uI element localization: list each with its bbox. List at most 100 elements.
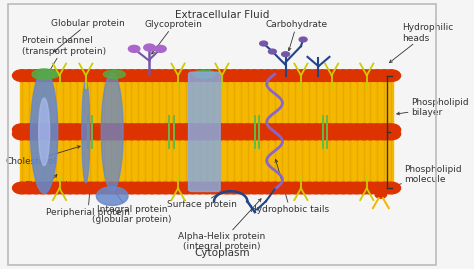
Circle shape: [245, 124, 264, 136]
Circle shape: [374, 182, 394, 194]
Circle shape: [190, 182, 210, 194]
Circle shape: [374, 128, 394, 140]
Circle shape: [320, 70, 339, 82]
Circle shape: [94, 70, 114, 82]
Circle shape: [190, 124, 210, 136]
Circle shape: [354, 128, 373, 140]
Circle shape: [306, 128, 326, 140]
Ellipse shape: [193, 70, 215, 78]
Circle shape: [279, 128, 298, 140]
Circle shape: [210, 128, 230, 140]
Circle shape: [313, 70, 332, 82]
Circle shape: [74, 182, 93, 194]
Circle shape: [54, 182, 73, 194]
Circle shape: [265, 182, 284, 194]
Circle shape: [258, 128, 278, 140]
Circle shape: [340, 70, 360, 82]
Circle shape: [354, 124, 373, 136]
Circle shape: [128, 182, 148, 194]
Circle shape: [115, 128, 134, 140]
Circle shape: [265, 70, 284, 82]
Text: Carbohydrate: Carbohydrate: [265, 20, 328, 51]
Circle shape: [183, 182, 202, 194]
Circle shape: [88, 124, 107, 136]
Circle shape: [381, 124, 401, 136]
Circle shape: [334, 124, 353, 136]
Circle shape: [183, 128, 202, 140]
Circle shape: [128, 70, 148, 82]
Circle shape: [197, 182, 216, 194]
Circle shape: [347, 124, 366, 136]
Circle shape: [224, 182, 244, 194]
Circle shape: [368, 70, 387, 82]
Circle shape: [156, 124, 175, 136]
Circle shape: [245, 128, 264, 140]
Circle shape: [74, 70, 93, 82]
Circle shape: [163, 128, 182, 140]
Circle shape: [74, 124, 93, 136]
Circle shape: [142, 182, 162, 194]
Circle shape: [252, 70, 271, 82]
Text: Cholesterol: Cholesterol: [5, 146, 80, 166]
Circle shape: [306, 70, 326, 82]
Circle shape: [67, 182, 86, 194]
Circle shape: [375, 191, 386, 198]
Circle shape: [149, 128, 168, 140]
Circle shape: [190, 70, 210, 82]
Circle shape: [170, 128, 189, 140]
Circle shape: [340, 128, 360, 140]
Circle shape: [122, 128, 141, 140]
Circle shape: [218, 70, 237, 82]
Circle shape: [101, 124, 120, 136]
Circle shape: [115, 70, 134, 82]
Ellipse shape: [39, 98, 50, 165]
Circle shape: [149, 70, 168, 82]
Circle shape: [155, 45, 166, 52]
Text: Glycoprotein: Glycoprotein: [145, 20, 202, 54]
Circle shape: [286, 182, 305, 194]
Circle shape: [320, 182, 339, 194]
Circle shape: [33, 182, 52, 194]
Circle shape: [252, 182, 271, 194]
Circle shape: [101, 182, 120, 194]
Circle shape: [156, 70, 175, 82]
Circle shape: [74, 128, 93, 140]
Circle shape: [142, 70, 162, 82]
Circle shape: [197, 128, 216, 140]
Circle shape: [268, 49, 276, 54]
Circle shape: [60, 124, 80, 136]
Circle shape: [60, 128, 80, 140]
Circle shape: [163, 124, 182, 136]
Circle shape: [368, 124, 387, 136]
Circle shape: [128, 128, 148, 140]
Circle shape: [108, 124, 128, 136]
Circle shape: [292, 124, 312, 136]
Circle shape: [136, 182, 155, 194]
Circle shape: [252, 124, 271, 136]
Circle shape: [33, 124, 52, 136]
Circle shape: [122, 70, 141, 82]
Circle shape: [170, 70, 189, 82]
Circle shape: [60, 70, 80, 82]
Circle shape: [67, 128, 86, 140]
Circle shape: [252, 128, 271, 140]
Circle shape: [94, 124, 114, 136]
Circle shape: [115, 182, 134, 194]
Circle shape: [176, 128, 196, 140]
Circle shape: [156, 128, 175, 140]
Circle shape: [54, 70, 73, 82]
Circle shape: [67, 70, 86, 82]
Circle shape: [245, 182, 264, 194]
Circle shape: [354, 182, 373, 194]
Text: Alpha-Helix protein
(integral protein): Alpha-Helix protein (integral protein): [178, 199, 265, 251]
FancyBboxPatch shape: [189, 72, 220, 192]
Ellipse shape: [96, 187, 128, 206]
Circle shape: [238, 70, 257, 82]
Circle shape: [46, 70, 66, 82]
Circle shape: [272, 128, 292, 140]
Circle shape: [334, 182, 353, 194]
Circle shape: [108, 182, 128, 194]
Circle shape: [136, 124, 155, 136]
Text: Hydrophilic
heads: Hydrophilic heads: [390, 23, 453, 63]
Circle shape: [258, 182, 278, 194]
